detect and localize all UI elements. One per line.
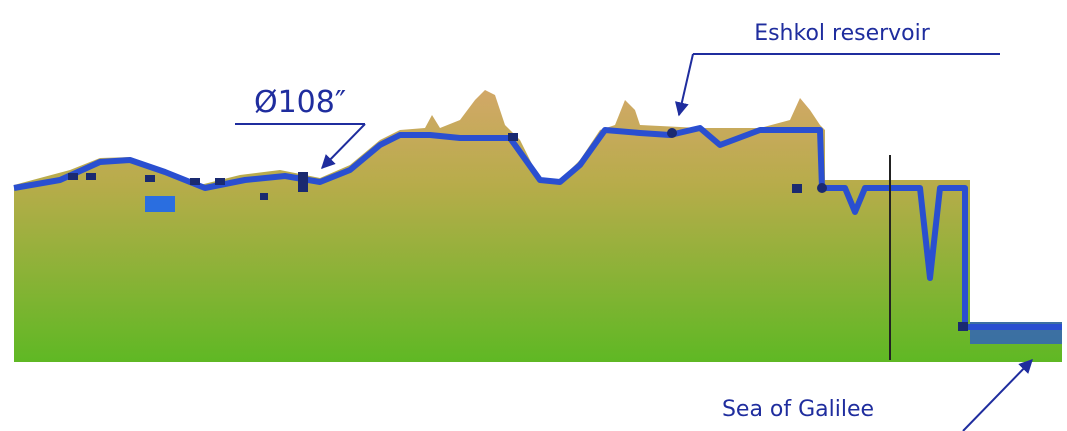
- terrain: [14, 90, 1062, 362]
- inset-box: [145, 196, 175, 212]
- reservoir-arrow: [674, 53, 694, 117]
- pipe-diameter-label: Ø108″: [254, 85, 346, 120]
- lake-label: Sea of Galilee: [722, 397, 874, 422]
- stations: [68, 128, 968, 331]
- lake-arrow: [962, 358, 1033, 431]
- reservoir-label: Eshkol reservoir: [754, 21, 931, 46]
- pipe-arrow: [321, 123, 366, 170]
- pipeline: [13, 125, 1062, 330]
